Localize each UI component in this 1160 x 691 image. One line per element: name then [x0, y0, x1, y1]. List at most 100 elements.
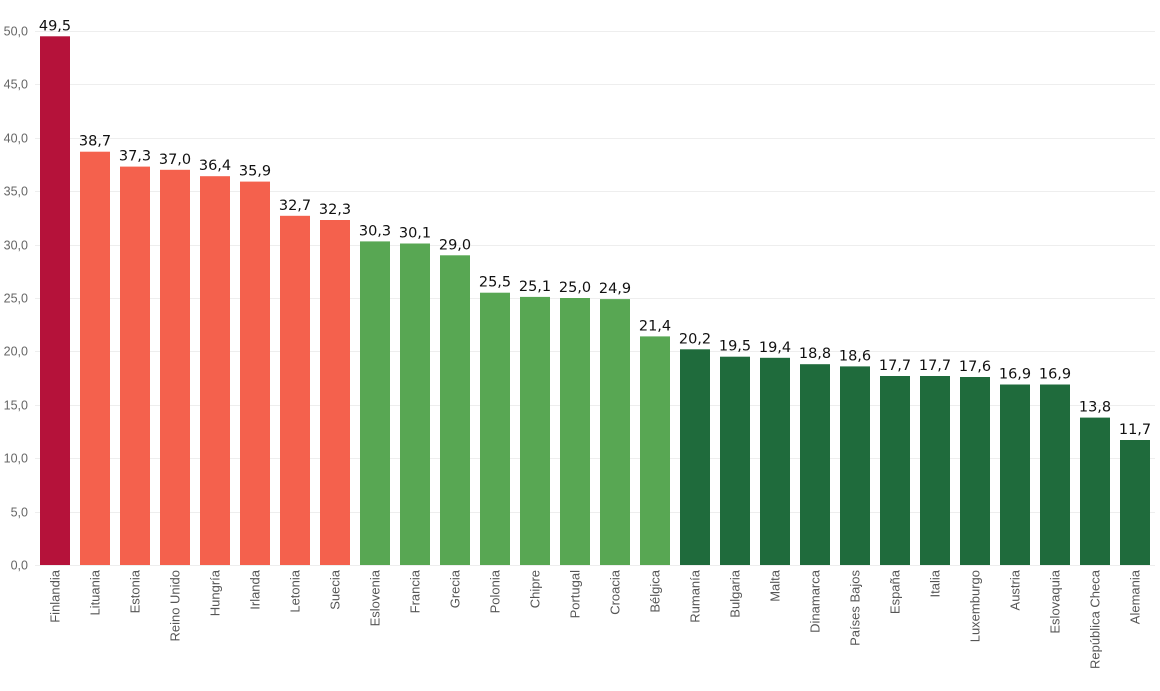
data-label: 32,3 — [319, 202, 351, 218]
data-label: 19,5 — [719, 339, 751, 355]
bar — [160, 169, 190, 566]
data-label: 38,7 — [79, 134, 111, 150]
bar — [520, 296, 550, 565]
bar — [280, 215, 310, 566]
bar — [480, 292, 510, 565]
data-label: 49,5 — [39, 18, 71, 34]
bar — [880, 376, 910, 565]
bar — [1040, 384, 1070, 565]
y-tick-label: 25,0 — [4, 292, 28, 306]
x-tick-label: Bulgaria — [728, 569, 743, 617]
bar — [760, 357, 790, 565]
x-tick-label: Croacia — [608, 569, 623, 615]
bar — [400, 243, 430, 565]
data-label: 17,7 — [919, 358, 951, 374]
x-tick-label: Luxemburgo — [968, 570, 983, 642]
data-label: 24,9 — [599, 281, 631, 297]
y-tick-label: 30,0 — [4, 239, 28, 253]
bar — [960, 377, 990, 565]
x-tick-label: Suecia — [328, 569, 343, 610]
x-tick-label: Lituania — [88, 569, 103, 615]
x-tick-label: Países Bajos — [848, 570, 863, 646]
data-label: 32,7 — [279, 198, 311, 214]
x-tick-label: Finlandia — [48, 569, 63, 623]
bar — [240, 181, 270, 565]
data-label: 25,1 — [519, 279, 551, 295]
x-tick-label: Letonia — [288, 569, 303, 612]
data-label: 17,6 — [959, 359, 991, 375]
y-tick-label: 5,0 — [11, 506, 28, 520]
x-tick-label: España — [888, 569, 903, 614]
x-tick-label: Grecia — [448, 569, 463, 608]
x-tick-label: Reino Unido — [168, 570, 183, 642]
x-tick-label: República Checa — [1088, 569, 1103, 669]
x-tick-label: Bélgica — [648, 569, 663, 612]
data-label: 37,0 — [159, 152, 191, 168]
data-label: 13,8 — [1079, 400, 1111, 416]
data-label: 11,7 — [1119, 422, 1151, 438]
data-label: 18,8 — [799, 346, 831, 362]
y-tick-label: 40,0 — [4, 132, 28, 146]
y-tick-label: 50,0 — [4, 25, 28, 39]
bar — [680, 349, 710, 565]
bar — [1120, 440, 1150, 565]
x-tick-label: Irlanda — [248, 569, 263, 610]
x-tick-label: Eslovaquia — [1048, 569, 1063, 633]
data-label: 19,4 — [759, 340, 791, 356]
x-tick-label: Rumanía — [688, 569, 703, 623]
y-tick-label: 0,0 — [11, 559, 28, 573]
bar — [40, 36, 70, 566]
data-label: 25,5 — [479, 275, 511, 291]
data-label: 35,9 — [239, 164, 271, 180]
x-tick-label: Alemania — [1128, 569, 1143, 624]
x-axis: Finlandia Lituania Estonia Reino Unido Hungr… — [48, 569, 1143, 669]
x-tick-label: Chipre — [528, 570, 543, 608]
data-label: 16,9 — [1039, 367, 1071, 383]
bar — [1000, 384, 1030, 565]
x-tick-label: Dinamarca — [808, 569, 823, 633]
y-tick-label: 35,0 — [4, 185, 28, 199]
data-label: 16,9 — [999, 367, 1031, 383]
bar — [560, 298, 590, 565]
data-label: 20,2 — [679, 331, 711, 347]
data-label: 17,7 — [879, 358, 911, 374]
bar — [440, 255, 470, 566]
data-labels: 49,5 38,7 37,3 37,0 36,4 35,9 32,7 32,3 30,3 30,1… — [39, 18, 1151, 438]
bar — [320, 220, 350, 565]
x-tick-label: Estonia — [128, 569, 143, 613]
bar — [120, 166, 150, 565]
bar — [1080, 417, 1110, 565]
y-tick-label: 10,0 — [4, 452, 28, 466]
x-tick-label: Portugal — [568, 570, 583, 619]
bar — [800, 364, 830, 565]
data-label: 37,3 — [119, 149, 151, 165]
bar — [640, 336, 670, 565]
bar — [720, 356, 750, 565]
data-label: 25,0 — [559, 280, 591, 296]
x-tick-label: Polonia — [488, 569, 503, 613]
data-label: 29,0 — [439, 237, 471, 253]
y-axis: 0,0 5,0 10,0 15,0 20,0 25,0 30,0 35,0 40,0 45,0 50… — [4, 25, 28, 573]
y-tick-label: 20,0 — [4, 345, 28, 359]
x-tick-label: Francia — [408, 569, 423, 613]
data-label: 30,1 — [399, 226, 431, 242]
bars — [40, 36, 1150, 566]
bar — [840, 366, 870, 565]
bar — [200, 176, 230, 565]
data-label: 18,6 — [839, 348, 871, 364]
x-tick-label: Malta — [768, 569, 783, 602]
bar — [920, 376, 950, 565]
y-tick-label: 15,0 — [4, 399, 28, 413]
data-label: 21,4 — [639, 318, 671, 334]
data-label: 30,3 — [359, 223, 391, 239]
bar — [600, 299, 630, 565]
y-tick-label: 45,0 — [4, 78, 28, 92]
x-tick-label: Italia — [928, 569, 943, 597]
bar — [360, 241, 390, 565]
x-tick-label: Eslovenia — [368, 569, 383, 626]
x-tick-label: Austria — [1008, 569, 1023, 610]
data-label: 36,4 — [199, 158, 231, 174]
bar — [80, 151, 110, 565]
